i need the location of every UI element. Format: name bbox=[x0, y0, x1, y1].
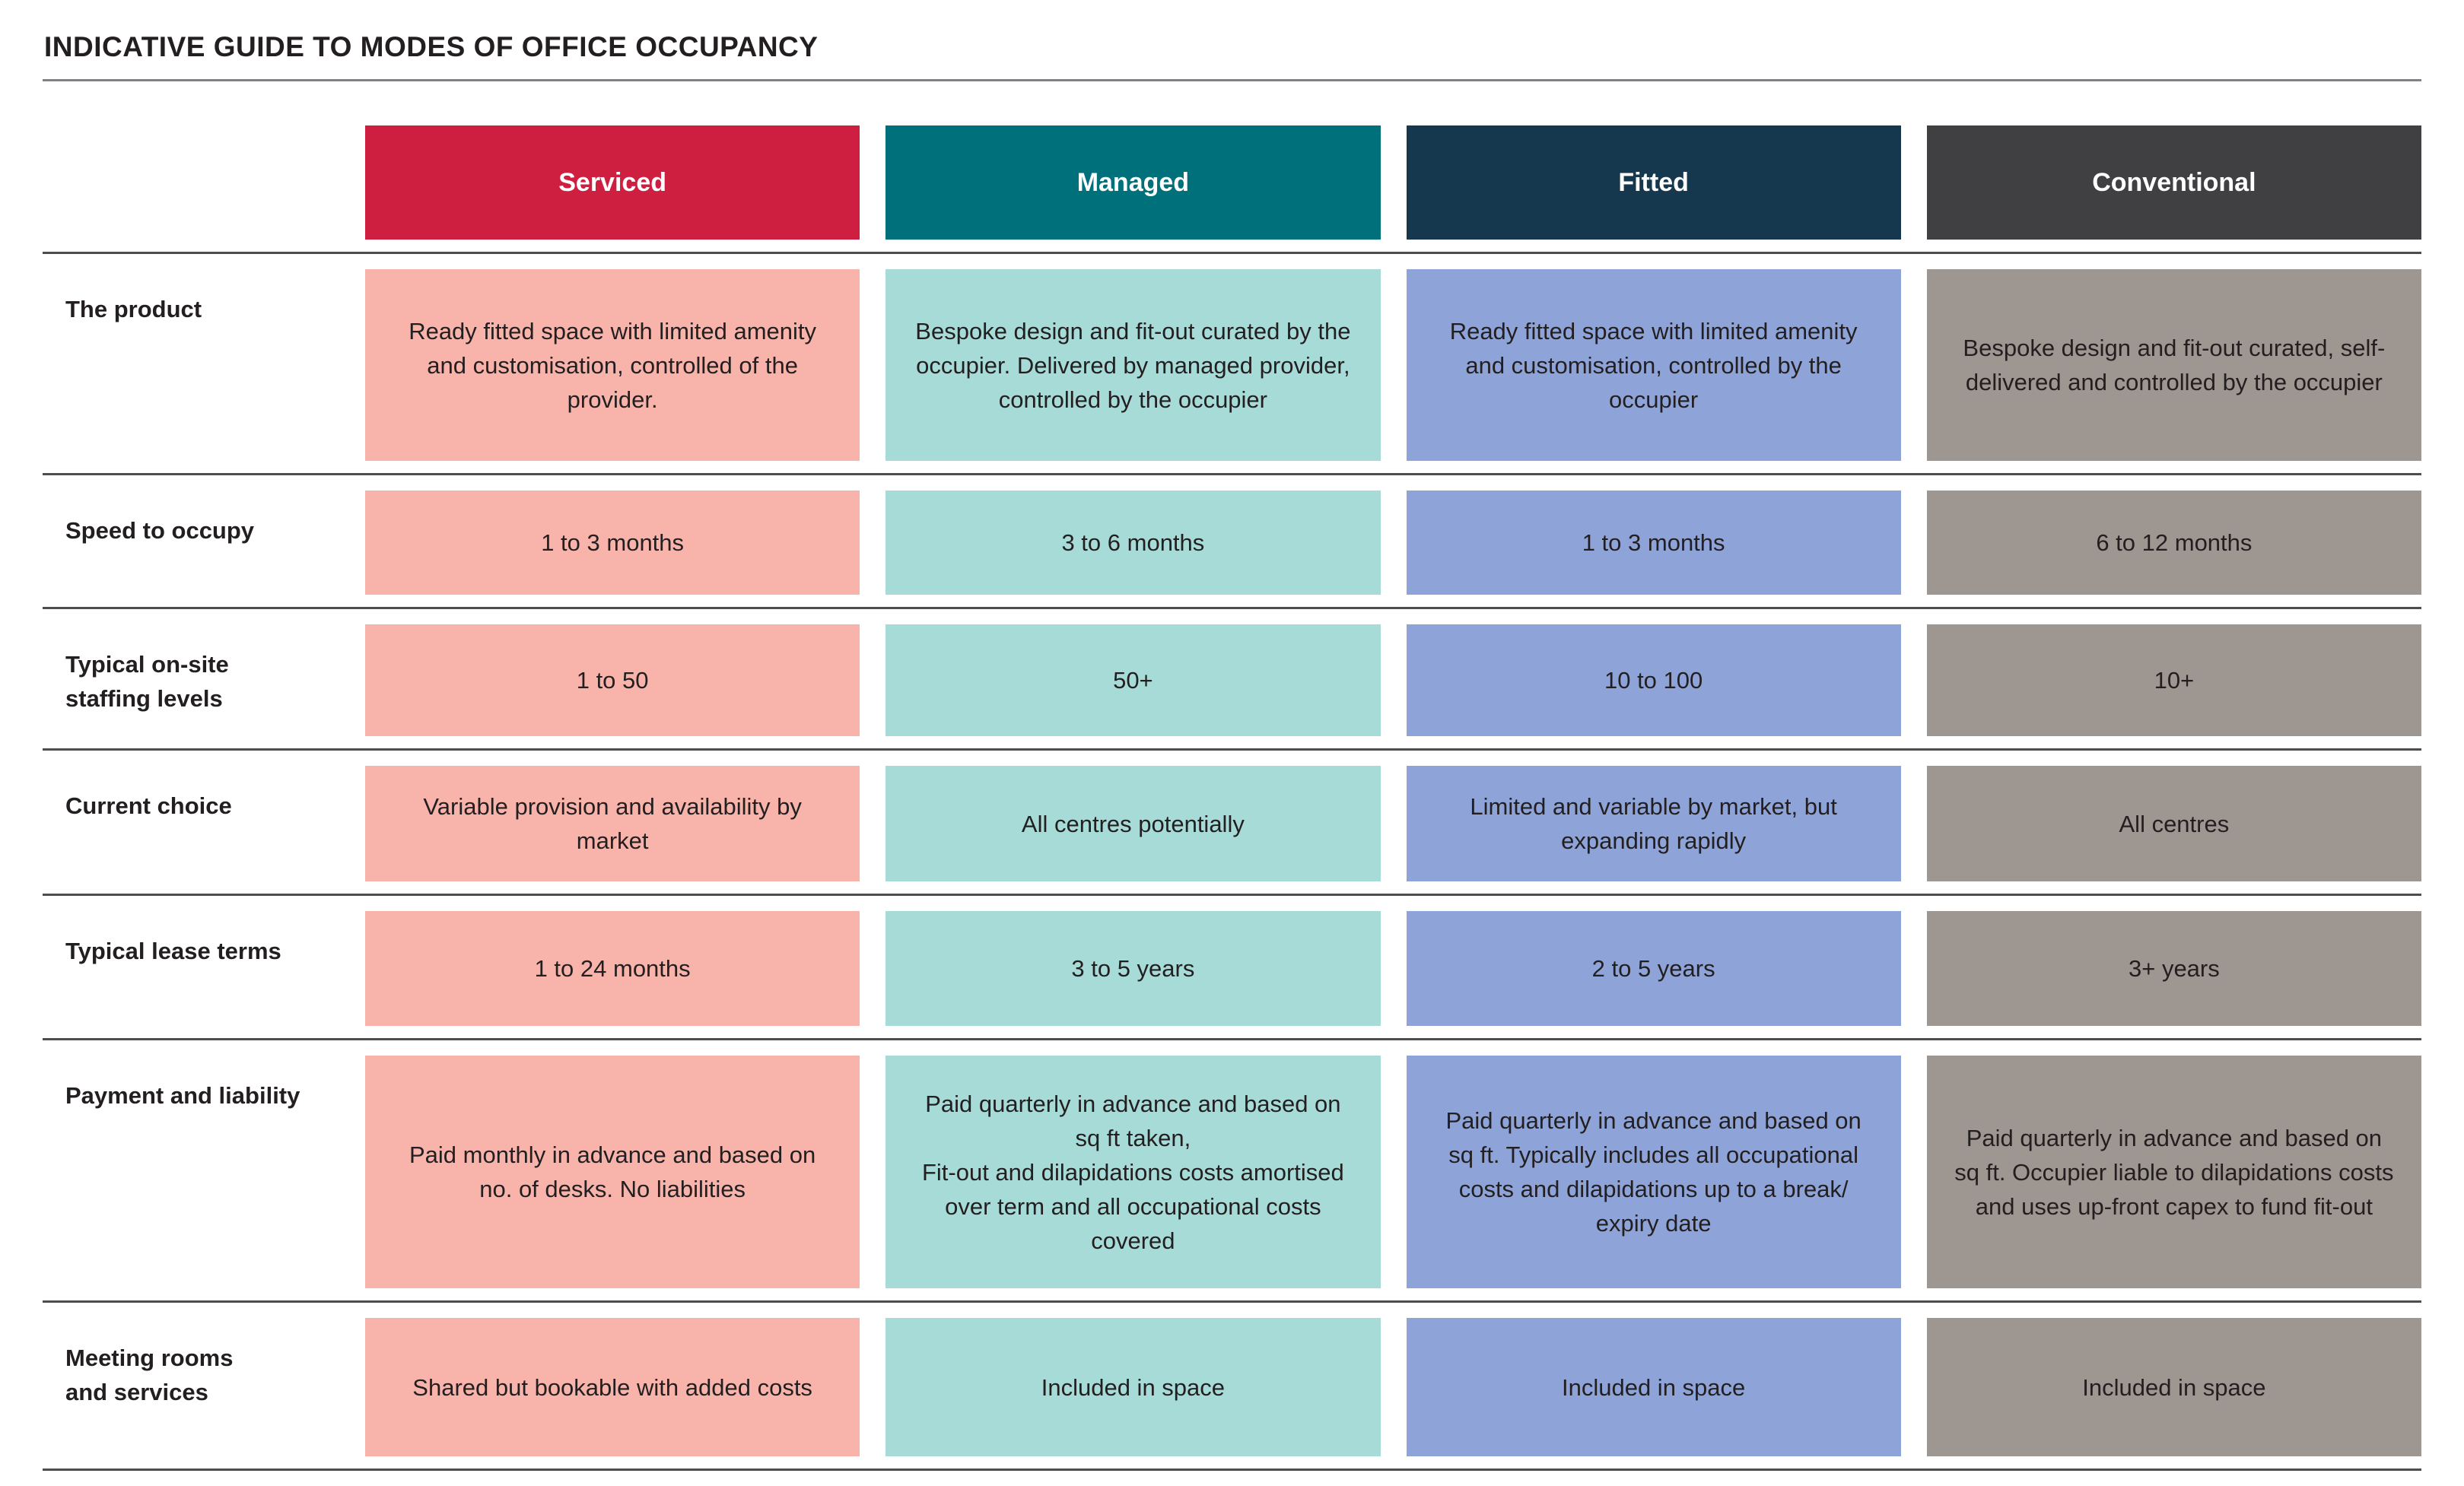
cell-managed-payment: Paid quarterly in advance and based on s… bbox=[885, 1056, 1381, 1288]
cell-serviced-product: Ready fitted space with limited amenity … bbox=[365, 269, 860, 461]
table-row-staffing: Typical on-site staffing levels 1 to 50 … bbox=[43, 609, 2421, 751]
row-label-speed: Speed to occupy bbox=[65, 517, 255, 544]
cell-conventional-staffing: 10+ bbox=[1926, 624, 2421, 736]
row-label-choice: Current choice bbox=[65, 792, 232, 819]
cell-serviced-staffing: 1 to 50 bbox=[365, 624, 860, 736]
cell-fitted-choice: Limited and variable by market, but expa… bbox=[1406, 766, 1901, 881]
cell-managed-lease: 3 to 5 years bbox=[885, 911, 1381, 1026]
cell-conventional-choice: All centres bbox=[1926, 766, 2421, 881]
cell-serviced-meeting: Shared but bookable with added costs bbox=[365, 1318, 860, 1456]
cell-conventional-speed: 6 to 12 months bbox=[1926, 491, 2421, 595]
row-label-meeting: Meeting rooms and services bbox=[65, 1345, 234, 1405]
cell-fitted-payment: Paid quarterly in advance and based on s… bbox=[1406, 1056, 1901, 1288]
table-header-row: Serviced Managed Fitted Conventional bbox=[43, 81, 2421, 254]
header-spacer bbox=[43, 125, 339, 240]
cell-conventional-payment: Paid quarterly in advance and based on s… bbox=[1926, 1056, 2421, 1288]
cell-fitted-staffing: 10 to 100 bbox=[1406, 624, 1901, 736]
cell-serviced-lease: 1 to 24 months bbox=[365, 911, 860, 1026]
column-header-conventional: Conventional bbox=[1926, 125, 2421, 240]
cell-managed-choice: All centres potentially bbox=[885, 766, 1381, 881]
cell-fitted-meeting: Included in space bbox=[1406, 1318, 1901, 1456]
row-label-product: The product bbox=[65, 296, 202, 322]
table-row-lease: Typical lease terms 1 to 24 months 3 to … bbox=[43, 896, 2421, 1040]
table-row-speed: Speed to occupy 1 to 3 months 3 to 6 mon… bbox=[43, 475, 2421, 609]
table-row-product: The product Ready fitted space with limi… bbox=[43, 254, 2421, 475]
page-title: INDICATIVE GUIDE TO MODES OF OFFICE OCCU… bbox=[44, 31, 819, 62]
cell-serviced-speed: 1 to 3 months bbox=[365, 491, 860, 595]
cell-managed-staffing: 50+ bbox=[885, 624, 1381, 736]
cell-fitted-lease: 2 to 5 years bbox=[1406, 911, 1901, 1026]
table-row-meeting: Meeting rooms and services Shared but bo… bbox=[43, 1303, 2421, 1471]
cell-fitted-product: Ready fitted space with limited amenity … bbox=[1406, 269, 1901, 461]
row-label-staffing: Typical on-site staffing levels bbox=[65, 651, 229, 712]
row-label-lease: Typical lease terms bbox=[65, 938, 281, 964]
cell-managed-meeting: Included in space bbox=[885, 1318, 1381, 1456]
column-header-fitted: Fitted bbox=[1406, 125, 1901, 240]
cell-managed-speed: 3 to 6 months bbox=[885, 491, 1381, 595]
table-row-payment: Payment and liability Paid monthly in ad… bbox=[43, 1040, 2421, 1303]
title-divider bbox=[43, 79, 2421, 81]
cell-fitted-speed: 1 to 3 months bbox=[1406, 491, 1901, 595]
table-row-choice: Current choice Variable provision and av… bbox=[43, 751, 2421, 896]
column-header-managed: Managed bbox=[885, 125, 1381, 240]
row-label-payment: Payment and liability bbox=[65, 1082, 300, 1109]
cell-managed-product: Bespoke design and fit-out curated by th… bbox=[885, 269, 1381, 461]
cell-serviced-choice: Variable provision and availability by m… bbox=[365, 766, 860, 881]
cell-serviced-payment: Paid monthly in advance and based on no.… bbox=[365, 1056, 860, 1288]
cell-conventional-meeting: Included in space bbox=[1926, 1318, 2421, 1456]
cell-conventional-product: Bespoke design and fit-out curated, self… bbox=[1926, 269, 2421, 461]
cell-conventional-lease: 3+ years bbox=[1926, 911, 2421, 1026]
column-header-serviced: Serviced bbox=[365, 125, 860, 240]
